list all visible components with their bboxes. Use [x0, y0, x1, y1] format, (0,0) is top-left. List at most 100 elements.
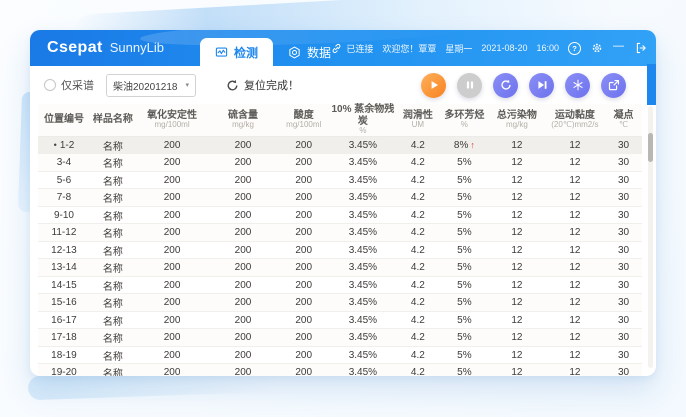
cell-value: 200: [208, 206, 278, 225]
column-label: 硫含量: [228, 109, 259, 121]
cell-value: 30: [605, 223, 642, 242]
resync-button[interactable]: [493, 72, 518, 98]
cell-value: 12: [544, 328, 606, 347]
table-row[interactable]: 3-4 名称 200 200 200 3.45% 4.2 5% 12 12 30: [38, 153, 642, 172]
table-row[interactable]: 15-16 名称 200 200 200 3.45% 4.2 5% 12 12 30: [38, 293, 642, 312]
cell-position: 16-17: [38, 311, 90, 330]
table-row[interactable]: 16-17 名称 200 200 200 3.45% 4.2 5% 12 12 30: [38, 311, 642, 330]
cell-value: 5%: [439, 171, 490, 190]
help-button[interactable]: ?: [568, 41, 581, 55]
table-row[interactable]: 9-10 名称 200 200 200 3.45% 4.2 5% 12 12 30: [38, 206, 642, 225]
method-select[interactable]: 柴油20201218 ▾: [106, 73, 196, 97]
brand-name: Csepat: [47, 39, 103, 56]
table-row[interactable]: 19-20 名称 200 200 200 3.45% 4.2 5% 12 12 30: [38, 363, 642, 376]
table-row[interactable]: 18-19 名称 200 200 200 3.45% 4.2 5% 12 12 30: [38, 346, 642, 365]
cell-value: 3.45%: [329, 223, 397, 242]
title-bar: Csepat SunnyLib 检测: [30, 30, 656, 66]
settings-button[interactable]: [590, 42, 603, 55]
cell-value: 200: [135, 311, 209, 330]
results-table: 位置编号 样品名称 氧化安定性 mg/100ml 硫含量 mg/kg 酸度 mg/100ml 1…: [38, 104, 642, 376]
cell-value: 200: [135, 328, 209, 347]
cell-value: 200: [277, 311, 330, 330]
column-unit: %: [460, 120, 468, 130]
cell-value: 3.45%: [329, 188, 397, 207]
tab-detection[interactable]: 检测: [200, 38, 274, 66]
table-row[interactable]: 7-8 名称 200 200 200 3.45% 4.2 5% 12 12 30: [38, 188, 642, 207]
app-logo: Csepat SunnyLib: [47, 39, 164, 57]
cell-value: 12: [544, 346, 606, 365]
cell-value: 200: [135, 346, 209, 365]
table-row[interactable]: 12-13 名称 200 200 200 3.45% 4.2 5% 12 12 30: [38, 241, 642, 260]
column-label: 氧化安定性: [147, 109, 198, 121]
cell-position: 9-10: [38, 206, 90, 225]
selected-row-marker: •: [53, 139, 57, 150]
cell-value: 4.2: [396, 171, 440, 190]
column-unit: mg/kg: [506, 120, 528, 130]
cell-value: 200: [208, 293, 278, 312]
cell-value: 200: [277, 206, 330, 225]
cell-value: 5%: [439, 328, 490, 347]
column-header-3: 硫含量 mg/kg: [208, 104, 278, 137]
table-row[interactable]: 11-12 名称 200 200 200 3.45% 4.2 5% 12 12 30: [38, 223, 642, 242]
cell-value: 3.45%: [329, 276, 397, 295]
cell-value: 3.45%: [329, 258, 397, 277]
cell-sample-name: 名称: [89, 136, 136, 155]
reset-icon: [226, 79, 239, 92]
cell-value: 12: [489, 311, 545, 330]
play-icon: [428, 79, 440, 91]
welcome-text: 欢迎您！覃覃: [382, 43, 437, 54]
cell-sample-name: 名称: [89, 188, 136, 207]
cell-sample-name: 名称: [89, 328, 136, 347]
column-label: 润滑性: [402, 109, 433, 121]
date-text: 2021-08-20: [481, 43, 528, 53]
capture-only-checkbox[interactable]: [44, 79, 56, 91]
exit-button[interactable]: [634, 42, 647, 55]
column-label: 运动黏度: [554, 109, 595, 121]
cell-position: 13-14: [38, 258, 90, 277]
cell-value: 30: [605, 241, 642, 260]
cell-value: 30: [605, 276, 642, 295]
column-unit: mg/100ml: [286, 120, 322, 130]
cell-value: 12: [544, 363, 606, 376]
skip-button[interactable]: [529, 72, 554, 98]
reset-status: 复位完成！: [226, 77, 299, 93]
column-label: 凝点: [613, 109, 634, 121]
scrollbar-thumb[interactable]: [648, 133, 653, 162]
table-row[interactable]: 5-6 名称 200 200 200 3.45% 4.2 5% 12 12 30: [38, 171, 642, 190]
table-row[interactable]: 14-15 名称 200 200 200 3.45% 4.2 5% 12 12 30: [38, 276, 642, 295]
column-label: 酸度: [293, 109, 314, 121]
cell-value: 30: [605, 171, 642, 190]
cell-value: 5%: [439, 188, 490, 207]
table-row[interactable]: 13-14 名称 200 200 200 3.45% 4.2 5% 12 12 30: [38, 258, 642, 277]
cell-value: 30: [605, 363, 642, 376]
cell-value: 200: [277, 171, 330, 190]
table-row[interactable]: 17-18 名称 200 200 200 3.45% 4.2 5% 12 12 30: [38, 328, 642, 347]
minimize-button[interactable]: —: [612, 41, 625, 55]
cell-value: 4.2: [396, 276, 440, 295]
cell-sample-name: 名称: [89, 206, 136, 225]
cell-value: 200: [135, 276, 209, 295]
cell-value: 3.45%: [329, 206, 397, 225]
cell-value: 200: [208, 136, 278, 155]
export-icon: [608, 79, 620, 91]
cell-value: 5%: [439, 276, 490, 295]
cell-value: 200: [277, 136, 330, 155]
pause-button[interactable]: [457, 72, 482, 98]
export-button[interactable]: [601, 72, 626, 98]
cell-value: 30: [605, 136, 642, 155]
freeze-button[interactable]: [565, 72, 590, 98]
cell-value: 30: [605, 206, 642, 225]
cell-value: 30: [605, 346, 642, 365]
main-tabs: 检测 数据: [200, 30, 346, 66]
cell-value: 12: [489, 206, 545, 225]
column-header-9: 运动黏度 (20℃)mm2/s: [544, 104, 606, 137]
table-scrollbar[interactable]: [648, 106, 653, 368]
cell-position: 3-4: [38, 153, 90, 172]
cell-value: 5%: [439, 241, 490, 260]
start-button[interactable]: [421, 72, 446, 98]
cell-value: 200: [135, 136, 209, 155]
cell-value: 4.2: [396, 188, 440, 207]
column-label: 总污染物: [496, 109, 537, 121]
status-bar: 已连接 欢迎您！覃覃 星期一 2021-08-20 16:00 ? —: [331, 30, 647, 66]
table-row[interactable]: • 1-2 名称 200 200 200 3.45% 4.2 8% ↑ 12 12 30: [38, 136, 642, 155]
